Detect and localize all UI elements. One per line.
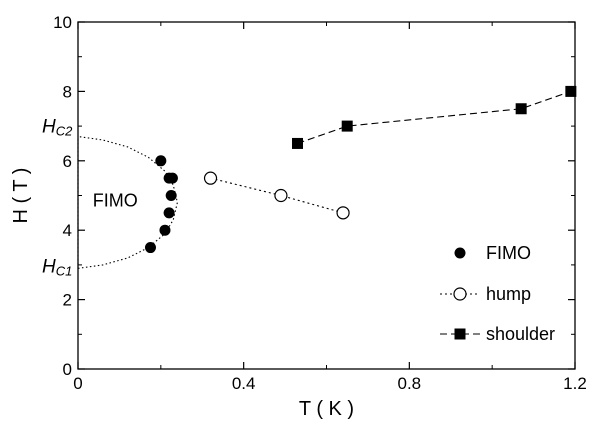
y-tick-label: 10 xyxy=(53,13,72,32)
series-line-hump xyxy=(210,177,344,214)
phase-boundary-curve xyxy=(77,135,178,269)
label-hc2: HC2 xyxy=(42,117,73,139)
data-point-fimo xyxy=(165,190,177,201)
data-point-fimo xyxy=(163,172,175,184)
data-point-shoulder xyxy=(292,137,304,149)
plot-frame xyxy=(77,21,576,370)
x-tick-label: 0.8 xyxy=(398,374,422,393)
legend-marker-fimo xyxy=(454,247,466,259)
x-tick-label: 0.4 xyxy=(232,374,256,393)
series-hump xyxy=(203,171,350,220)
data-point-shoulder xyxy=(341,120,353,132)
x-tick-label: 0 xyxy=(73,374,82,393)
legend-marker-shoulder xyxy=(454,328,466,340)
y-tick-label: 0 xyxy=(63,360,72,379)
legend-label-fimo: FIMO xyxy=(486,243,531,263)
legend-label-hump: hump xyxy=(486,284,531,304)
data-point-shoulder xyxy=(515,103,527,115)
legend-entry-shoulder: shoulder xyxy=(440,324,555,344)
series-fimo xyxy=(144,155,178,254)
data-point-fimo xyxy=(159,224,171,236)
data-point-fimo xyxy=(163,207,175,219)
x-axis-label: T ( K ) xyxy=(299,398,354,420)
y-tick-label: 4 xyxy=(63,221,72,240)
series-shoulder xyxy=(292,85,577,149)
axes: 0 0.4 0.8 1.2 0 2 4 6 8 10 T ( K ) H ( T ) xyxy=(10,13,587,420)
phase-boundary xyxy=(77,135,178,269)
x-tick-label: 1.2 xyxy=(563,374,587,393)
legend-label-shoulder: shoulder xyxy=(486,324,555,344)
y-axis-label: H ( T ) xyxy=(10,168,32,224)
y-tick-label: 6 xyxy=(63,152,72,171)
annotations: FIMO HC2 HC1 xyxy=(42,117,138,279)
legend-entry-hump: hump xyxy=(440,284,531,304)
series-line-shoulder xyxy=(297,90,572,144)
y-tick-label: 8 xyxy=(63,82,72,101)
data-point-hump xyxy=(336,206,350,220)
y-tick-label: 2 xyxy=(63,291,72,310)
legend: FIMO hump shoulder xyxy=(440,243,555,344)
region-label-fimo: FIMO xyxy=(93,191,138,211)
label-hc1: HC1 xyxy=(42,256,72,278)
data-point-hump xyxy=(274,188,288,203)
legend-marker-hump xyxy=(453,287,467,301)
data-point-fimo xyxy=(144,242,156,254)
data-series xyxy=(144,85,577,254)
data-point-hump xyxy=(203,171,218,185)
data-point-fimo xyxy=(155,155,167,167)
legend-entry-fimo: FIMO xyxy=(454,243,531,263)
data-point-shoulder xyxy=(565,85,577,97)
